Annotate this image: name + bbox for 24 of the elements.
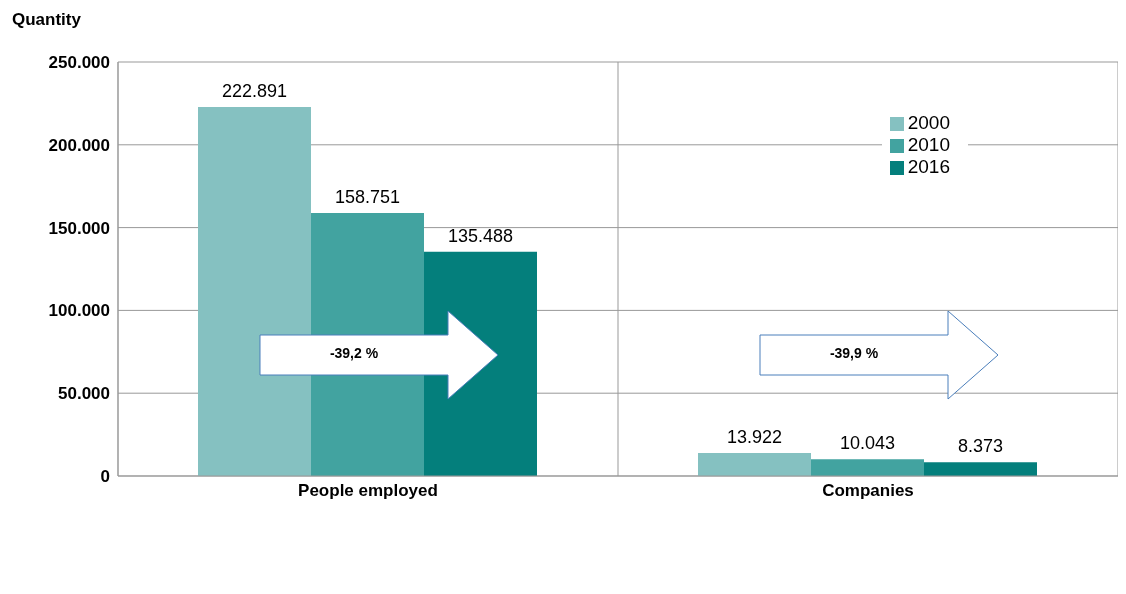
bar	[924, 462, 1037, 476]
legend-label: 2016	[907, 156, 950, 177]
bar	[198, 106, 311, 476]
data-label: 222.891	[221, 80, 288, 101]
legend-label: 2010	[907, 134, 950, 155]
y-axis-title: Quantity	[12, 10, 81, 30]
bar	[811, 459, 924, 476]
annotation: -39,9 %	[828, 344, 880, 361]
data-label: 13.922	[726, 426, 783, 447]
data-label: 135.488	[447, 225, 514, 246]
annotation: -39,2 %	[328, 344, 380, 361]
y-tick-label: 50.000	[58, 384, 110, 404]
x-tick-label: Companies	[822, 481, 914, 501]
y-tick-label: 100.000	[48, 301, 110, 321]
y-tick-label: 0	[100, 467, 110, 487]
x-tick-label: People employed	[298, 481, 438, 501]
bar	[698, 452, 811, 476]
y-tick-label: 200.000	[48, 135, 110, 155]
y-tick-label: 150.000	[48, 218, 110, 238]
data-label: 8.373	[957, 436, 1004, 457]
y-tick-label: 250.000	[48, 53, 110, 73]
legend-label: 2000	[907, 112, 950, 133]
data-label: 158.751	[334, 187, 401, 208]
data-label: 10.043	[839, 433, 896, 454]
